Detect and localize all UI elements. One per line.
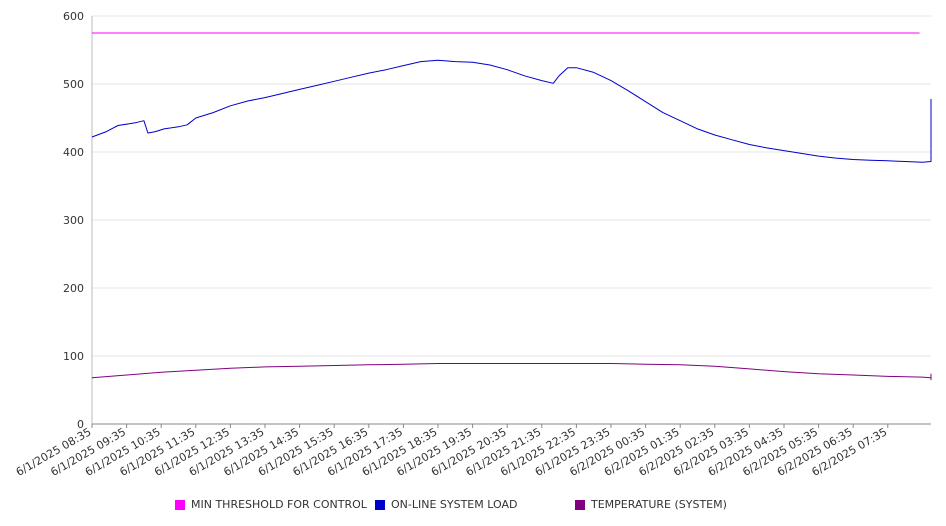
y-tick-label-500: 500 [63,78,84,91]
legend-swatch-min-threshold [175,499,185,510]
axes [91,16,931,425]
y-tick-label-0: 0 [77,418,84,431]
legend-label-min-threshold: MIN THRESHOLD FOR CONTROL [191,498,367,511]
y-axis-ticks: 0 100 200 300 400 500 600 [63,10,84,431]
y-tick-label-600: 600 [63,10,84,23]
grid-lines [92,15,931,425]
y-tick-label-400: 400 [63,146,84,159]
legend-item-temperature[interactable]: TEMPERATURE (SYSTEM) [575,498,727,511]
legend-label-system-load: ON-LINE SYSTEM LOAD [391,498,518,511]
legend-item-min-threshold[interactable]: MIN THRESHOLD FOR CONTROL [175,498,367,511]
series-line-system-load [91,59,932,163]
legend-label-temperature: TEMPERATURE (SYSTEM) [591,498,727,511]
y-tick-label-300: 300 [63,214,84,227]
series-line-temperature [91,363,932,381]
legend-item-system-load[interactable]: ON-LINE SYSTEM LOAD [375,498,517,511]
series-lines [91,32,932,381]
x-axis-ticks: 6/1/2025 08:356/1/2025 09:356/1/2025 10:… [14,424,889,479]
legend-swatch-system-load [375,499,385,510]
legend: MIN THRESHOLD FOR CONTROL ON-LINE SYSTEM… [0,498,946,514]
y-tick-label-100: 100 [63,350,84,363]
y-tick-label-200: 200 [63,282,84,295]
legend-swatch-temperature [575,499,585,510]
